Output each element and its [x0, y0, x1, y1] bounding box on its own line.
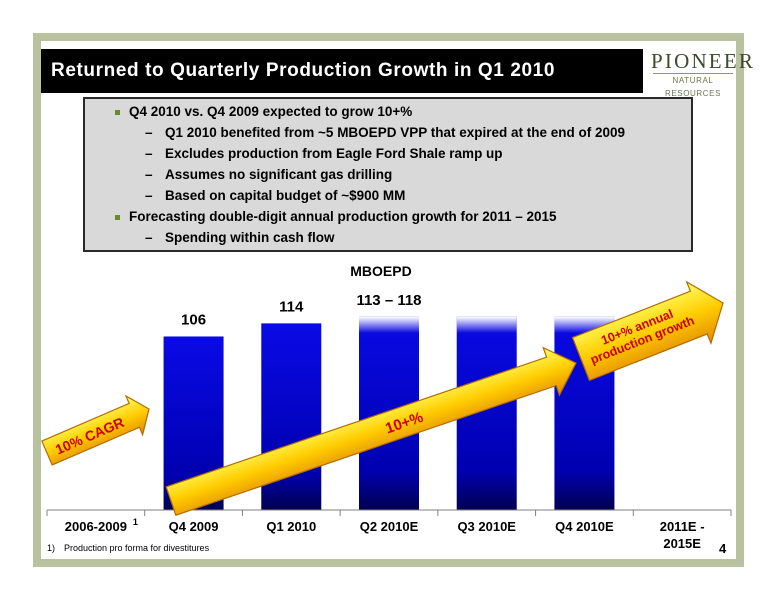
- production-chart: MBOEPD 106 114 113 – 118 2006-2009 1 Q4 2009…: [41, 263, 732, 551]
- dash-bullet-icon: –: [145, 167, 153, 182]
- dash-bullet-icon: –: [145, 146, 153, 161]
- dash-bullet-icon: –: [145, 230, 153, 245]
- footnote-marker: 1: [133, 517, 138, 527]
- logo-rule: [653, 73, 733, 74]
- dash-bullet-icon: –: [145, 188, 153, 203]
- sub-bullet-item: – Based on capital budget of ~$900 MM: [145, 188, 406, 203]
- category-label: Q2 2010E: [360, 519, 419, 534]
- growth-arrow-icon: 10+%: [165, 346, 577, 516]
- category-label: Q4 2010E: [555, 519, 614, 534]
- sub-bullet-item: – Spending within cash flow: [145, 230, 335, 245]
- bullet-text: Spending within cash flow: [165, 230, 335, 245]
- data-label: 113 – 118: [356, 292, 421, 309]
- sub-bullet-item: – Excludes production from Eagle Ford Sh…: [145, 146, 503, 161]
- bullet-item: Forecasting double-digit annual producti…: [115, 209, 557, 224]
- bullet-text: Based on capital budget of ~$900 MM: [165, 188, 406, 203]
- category-label: 2011E -2015E: [660, 519, 705, 551]
- category-label: 2006-2009: [65, 519, 127, 534]
- bullet-box: Q4 2010 vs. Q4 2009 expected to grow 10+…: [83, 97, 693, 252]
- page-number: 4: [719, 541, 727, 556]
- square-bullet-icon: [115, 215, 120, 220]
- data-label: 106: [181, 311, 206, 328]
- slide: Returned to Quarterly Production Growth …: [41, 41, 753, 559]
- category-label: Q3 2010E: [457, 519, 516, 534]
- cagr-arrow-icon: 10% CAGR: [41, 394, 150, 466]
- category-label: Q1 2010: [266, 519, 316, 534]
- bullet-text: Assumes no significant gas drilling: [165, 167, 393, 182]
- category-label: Q4 2009: [169, 519, 219, 534]
- bullet-text: Excludes production from Eagle Ford Shal…: [165, 146, 503, 161]
- sub-bullet-item: – Assumes no significant gas drilling: [145, 167, 393, 182]
- dash-bullet-icon: –: [145, 125, 153, 140]
- y-axis-label: MBOEPD: [350, 263, 411, 279]
- bullet-text: Q4 2010 vs. Q4 2009 expected to grow 10+…: [129, 104, 413, 119]
- forecast-range-fade: [456, 316, 517, 334]
- bullet-text: Forecasting double-digit annual producti…: [129, 209, 557, 224]
- title-bar: Returned to Quarterly Production Growth …: [41, 49, 643, 93]
- sub-bullet-item: – Q1 2010 benefited from ~5 MBOEPD VPP t…: [145, 125, 626, 140]
- logo-subtitle: NATURAL RESOURCES: [664, 76, 722, 98]
- bullet-text: Q1 2010 benefited from ~5 MBOEPD VPP tha…: [165, 125, 626, 140]
- slide-frame: Returned to Quarterly Production Growth …: [33, 33, 753, 567]
- footnote: 1) Production pro forma for divestitures: [47, 543, 210, 553]
- square-bullet-icon: [115, 110, 120, 115]
- bullet-item: Q4 2010 vs. Q4 2009 expected to grow 10+…: [115, 104, 413, 119]
- forecast-range-fade: [359, 316, 419, 334]
- data-label: 114: [279, 298, 304, 315]
- slide-title: Returned to Quarterly Production Growth …: [51, 60, 556, 81]
